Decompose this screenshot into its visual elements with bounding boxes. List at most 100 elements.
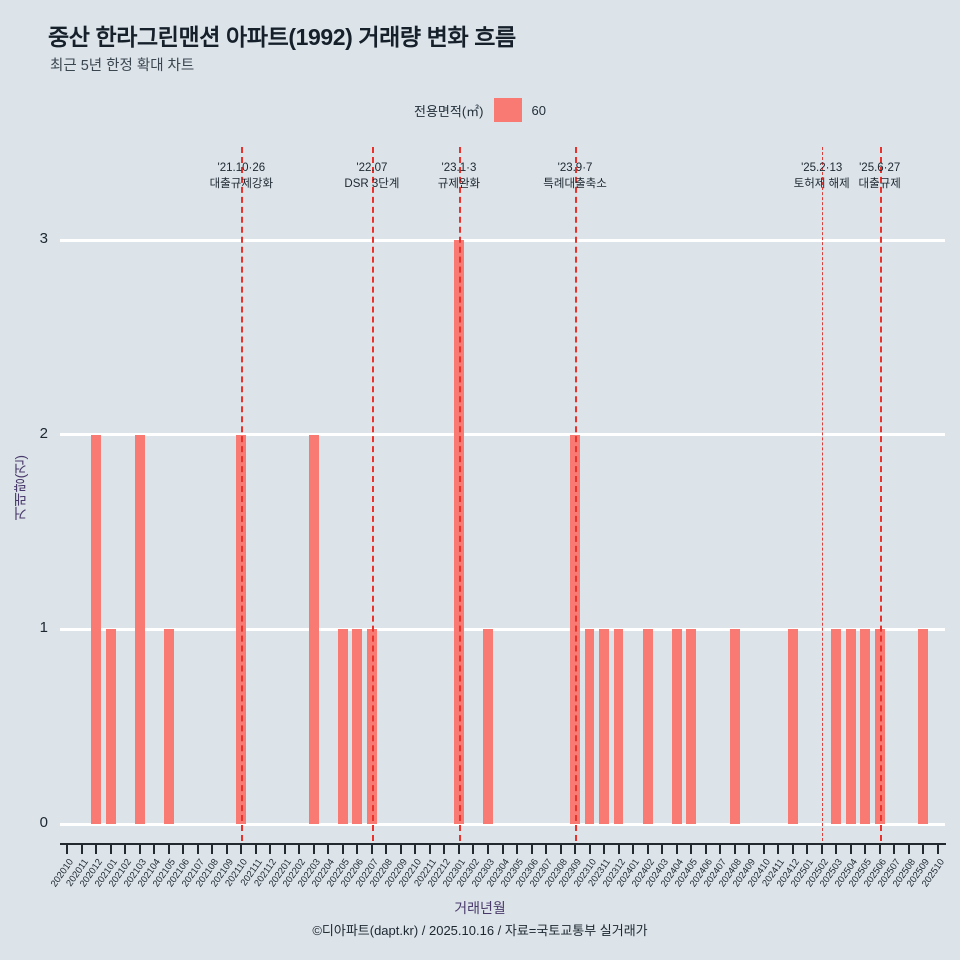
bar[interactable] — [570, 434, 580, 824]
x-tick — [138, 843, 141, 854]
x-tick — [254, 843, 257, 854]
x-tick — [225, 843, 228, 854]
bar[interactable] — [105, 629, 116, 824]
bar[interactable] — [787, 629, 798, 824]
bar[interactable] — [454, 240, 464, 824]
x-tick — [849, 843, 852, 854]
x-tick — [545, 843, 548, 854]
x-tick — [182, 843, 185, 854]
x-tick — [690, 843, 693, 854]
x-tick — [719, 843, 722, 854]
x-tick — [399, 843, 402, 854]
x-tick — [704, 843, 707, 854]
annotation-label: '23.1·3 규제완화 — [438, 160, 480, 192]
x-tick — [530, 843, 533, 854]
x-tick — [269, 843, 272, 854]
x-tick — [806, 843, 809, 854]
x-tick — [472, 843, 475, 854]
y-tick-label: 0 — [39, 814, 48, 831]
x-tick — [428, 843, 431, 854]
annotation-text: 토허제 해제 — [793, 178, 850, 190]
y-tick-label: 3 — [39, 230, 48, 248]
bar[interactable] — [599, 629, 609, 824]
bar[interactable] — [366, 629, 377, 824]
x-tick — [486, 843, 489, 854]
x-tick — [893, 843, 896, 854]
annotation-text: 규제완화 — [437, 178, 481, 190]
annotation-text: 대출규제강화 — [209, 178, 274, 190]
bar[interactable] — [352, 629, 363, 824]
x-tick — [298, 843, 301, 854]
y-axis-title: 거래량(건) — [12, 455, 28, 521]
bar[interactable] — [483, 629, 493, 824]
bar[interactable] — [874, 629, 885, 824]
annotation-text: 특례대출축소 — [543, 178, 607, 190]
plot-area — [60, 147, 945, 841]
bar[interactable] — [729, 629, 740, 824]
x-tick — [864, 843, 867, 854]
x-tick — [588, 843, 591, 854]
bar[interactable] — [860, 629, 871, 824]
bar[interactable] — [236, 434, 247, 824]
x-tick — [617, 843, 620, 854]
bar[interactable] — [845, 629, 856, 824]
x-tick — [327, 843, 330, 854]
y-gridline — [60, 822, 945, 826]
bar[interactable] — [337, 629, 348, 824]
legend-title: 전용면적(㎡) — [414, 103, 484, 119]
x-tick — [414, 843, 417, 854]
annotation-date: '23.1·3 — [441, 162, 477, 174]
annotation-vline — [879, 147, 882, 841]
x-tick — [95, 843, 98, 854]
bar[interactable] — [584, 629, 595, 824]
footer-credit: ©디아파트(dapt.kr) / 2025.10.16 / 자료=국토교통부 실… — [312, 923, 648, 938]
legend-series-label: 60 — [531, 102, 546, 118]
page-title: 중산 한라그린맨션 아파트(1992) 거래량 변화 흐름 — [48, 24, 516, 50]
x-tick — [574, 843, 577, 854]
page-subtitle: 최근 5년 한정 확대 차트 — [50, 58, 195, 74]
x-tick — [153, 843, 156, 854]
bar[interactable] — [308, 434, 319, 824]
annotation-label: '23.9·7 특례대출축소 — [543, 160, 606, 192]
x-tick — [907, 843, 910, 854]
x-tick — [167, 843, 170, 854]
x-tick — [240, 843, 243, 854]
y-gridline — [60, 627, 945, 631]
annotation-label: '21.10·26 대출규제강화 — [210, 160, 273, 192]
legend-color-swatch — [493, 98, 522, 122]
x-tick — [820, 843, 823, 854]
x-tick — [922, 843, 925, 854]
x-tick — [661, 843, 664, 854]
annotation-text: DSR 3단계 — [344, 178, 400, 190]
x-tick — [109, 843, 112, 854]
y-gridline — [60, 238, 945, 242]
x-tick — [936, 843, 939, 854]
y-gridline — [60, 433, 945, 437]
x-tick — [124, 843, 127, 854]
bar[interactable] — [163, 629, 174, 824]
annotation-label: '25.6·27 대출규제 — [859, 160, 901, 192]
x-axis-title: 거래년월 — [454, 900, 506, 916]
bar[interactable] — [613, 629, 624, 824]
bar[interactable] — [91, 434, 102, 824]
annotation-text: 대출규제 — [858, 178, 901, 190]
x-tick — [385, 843, 388, 854]
annotation-label: '25.2·13 토허제 해제 — [794, 160, 850, 192]
x-tick — [341, 843, 344, 854]
bar[interactable] — [134, 434, 145, 824]
annotation-vline — [575, 147, 578, 841]
x-tick — [516, 843, 518, 854]
annotation-date: '25.6·27 — [859, 162, 901, 174]
x-tick — [603, 843, 606, 854]
x-tick — [762, 843, 765, 854]
bar[interactable] — [642, 629, 653, 824]
x-tick — [791, 843, 794, 854]
bar[interactable] — [831, 629, 842, 824]
x-tick — [559, 843, 562, 854]
bar[interactable] — [686, 629, 697, 824]
x-tick — [777, 843, 780, 854]
bar[interactable] — [918, 629, 929, 824]
bar[interactable] — [671, 629, 682, 824]
chart-legend: 전용면적(㎡) 60 — [0, 98, 960, 122]
